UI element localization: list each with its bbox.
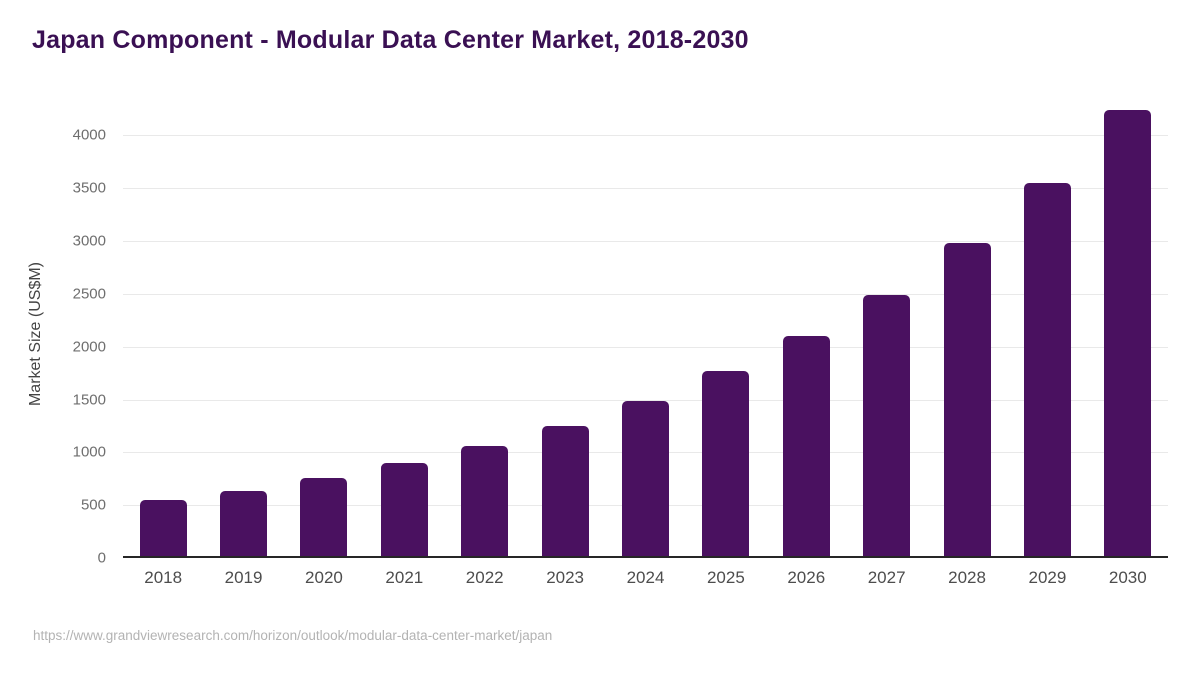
y-tick-label-500: 500 — [80, 496, 106, 514]
bar-2022 — [461, 445, 509, 556]
bar-2021 — [380, 463, 428, 556]
x-tick-label-2027: 2027 — [867, 568, 906, 587]
y-tick-label-3000: 3000 — [72, 232, 106, 250]
y-tick-label-1000: 1000 — [72, 443, 106, 461]
bar-2030 — [1104, 110, 1152, 556]
bar-2025 — [702, 371, 750, 556]
x-tick-label-2026: 2026 — [787, 568, 826, 587]
gridline-3500 — [123, 188, 1168, 190]
bar-2018 — [139, 500, 187, 556]
bar-2024 — [622, 401, 669, 556]
x-tick-label-2023: 2023 — [546, 568, 585, 587]
y-tick-label-2000: 2000 — [72, 338, 106, 356]
x-tick-label-2028: 2028 — [948, 568, 986, 587]
x-tick-label-2019: 2019 — [224, 568, 263, 587]
bar-2026 — [782, 335, 830, 556]
gridline-2500 — [123, 293, 1168, 295]
x-tick-label-2020: 2020 — [305, 568, 343, 587]
y-axis-title: Market Size (US$M) — [27, 261, 44, 407]
bar-2020 — [300, 477, 348, 556]
x-tick-label-2018: 2018 — [144, 568, 183, 587]
gridline-4000 — [123, 135, 1168, 137]
bar-2027 — [863, 294, 911, 556]
y-axis-title-box: Market Size (US$M) — [14, 110, 58, 558]
bar-2029 — [1023, 182, 1071, 556]
y-tick-label-1500: 1500 — [72, 391, 106, 408]
x-tick-label-2022: 2022 — [465, 568, 504, 587]
y-tick-label-4000: 4000 — [72, 126, 106, 144]
y-tick-label-3500: 3500 — [72, 179, 106, 197]
y-tick-label-0: 0 — [97, 549, 106, 567]
source-url: https://www.grandviewresearch.com/horizo… — [33, 628, 553, 643]
x-tick-label-2024: 2024 — [626, 568, 665, 587]
x-tick-label-2025: 2025 — [706, 568, 745, 587]
gridline-1500 — [123, 399, 1168, 401]
plot-area: 0 500 1000 1500 2000 2500 3000 3500 4000 2018 2019… — [73, 110, 1168, 587]
x-tick-label-2030: 2030 — [1108, 568, 1147, 587]
bar-2019 — [220, 490, 268, 556]
gridline-3000 — [123, 241, 1168, 243]
bar-2028 — [943, 242, 991, 556]
x-tick-label-2029: 2029 — [1028, 568, 1067, 587]
y-tick-label-2500: 2500 — [72, 285, 106, 303]
chart-title: Japan Component - Modular Data Center Ma… — [32, 26, 749, 54]
bar-2023 — [541, 426, 589, 556]
x-tick-label-2021: 2021 — [385, 568, 424, 587]
gridline-2000 — [123, 346, 1168, 348]
